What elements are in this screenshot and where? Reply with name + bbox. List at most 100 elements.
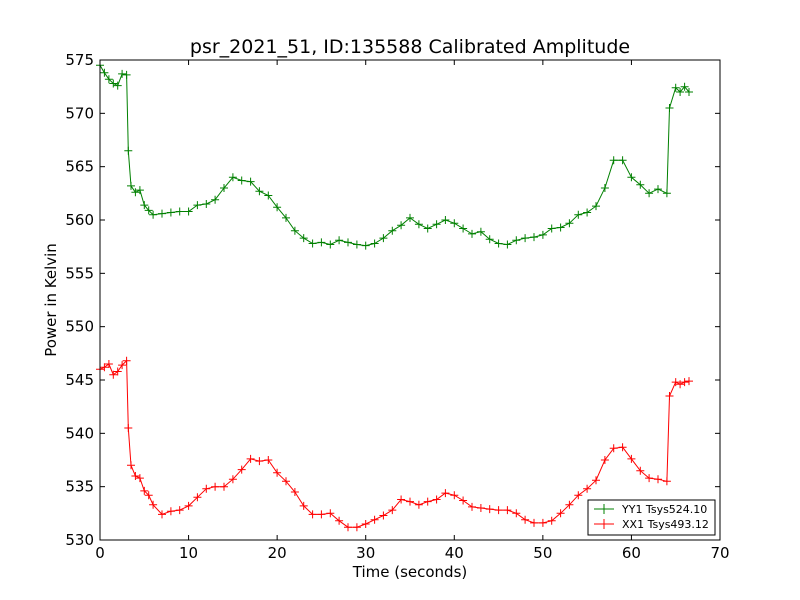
data-point [175,207,184,216]
data-point [140,201,149,210]
data-point [122,70,131,79]
data-point [547,516,556,525]
data-point [100,68,109,77]
data-point [636,466,645,475]
y-tick-label: 540 [65,424,94,442]
data-point [237,176,246,185]
data-point [512,509,521,518]
data-point [583,484,592,493]
data-point [665,392,674,400]
data-point [273,468,282,477]
data-point [104,75,113,84]
data-point [423,497,432,506]
data-point [144,491,153,500]
data-point [654,475,662,484]
data-point [131,188,140,197]
data-point [627,454,636,463]
data-point [476,227,485,236]
data-point [609,156,618,165]
x-tick-label: 0 [95,544,105,562]
data-point [290,488,299,496]
data-point [113,367,122,376]
data-point [414,500,423,509]
data-point [671,83,680,92]
data-point [344,238,352,247]
data-point [317,238,326,247]
data-point [645,474,654,483]
data-point [273,203,282,212]
data-point [100,363,109,372]
data-point [104,360,113,368]
data-point [538,230,547,239]
data-point [118,361,127,370]
data-point [645,189,654,198]
data-point [308,510,317,519]
data-point [264,456,273,464]
data-point [282,213,290,222]
data-point [282,477,290,486]
data-point [485,235,494,244]
data-point [255,457,264,466]
data-point [432,495,441,504]
data-point [158,510,166,519]
data-point [654,185,662,194]
data-point [149,500,158,509]
data-point [485,505,494,514]
data-point [547,224,556,233]
data-point [592,476,600,485]
data-point [676,380,685,389]
data-point [476,504,485,512]
legend-box [587,499,716,536]
data-point [468,502,476,511]
data-point [414,220,423,229]
series-line [99,65,690,247]
data-point [671,378,680,387]
data-point [211,195,220,204]
series-layer [96,61,693,532]
data-point [361,241,370,250]
data-point [600,456,609,464]
data-point [423,224,432,233]
y-tick-label: 535 [65,478,94,496]
data-point [556,223,565,232]
data-point [264,191,273,200]
ticks-layer: 0 10 20 30 40 50 60 70 530 535 540 545 550 555 560 565 5… [65,51,729,562]
data-point [109,79,118,88]
data-point [326,240,335,249]
legend-label-xx1: XX1 Tsys493.12 [622,518,709,531]
y-tick-label: 575 [65,51,94,69]
data-point [512,236,521,245]
x-tick-label: 50 [533,544,552,562]
data-point [127,181,135,190]
data-point [432,220,441,229]
x-axis-label: Time (seconds) [352,563,468,581]
data-point [627,173,636,182]
plot-frame [99,59,721,541]
legend-marker-xx1 [599,519,609,529]
data-point [592,202,600,211]
data-point [158,209,166,218]
data-point [665,104,674,112]
data-point [618,443,627,452]
data-point [193,201,202,210]
data-point [255,187,264,196]
data-point [220,482,228,491]
data-point [317,510,326,519]
data-point [379,234,388,243]
data-point [299,501,308,510]
data-point [450,219,459,228]
data-point [370,515,379,524]
data-point [113,81,122,90]
data-point [609,444,618,453]
data-point [352,240,361,249]
data-point [530,518,538,527]
data-point [441,216,450,224]
data-point [521,234,530,243]
x-tick-label: 70 [710,544,729,562]
data-point [228,173,237,182]
legend-label-yy1: YY1 Tsys524.10 [621,503,707,516]
data-point [406,497,414,506]
chart-title: psr_2021_51, ID:135588 Calibrated Amplit… [190,36,630,58]
data-point [149,210,158,219]
